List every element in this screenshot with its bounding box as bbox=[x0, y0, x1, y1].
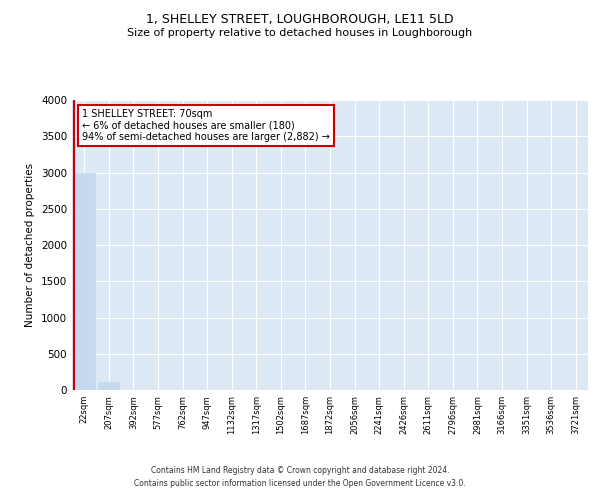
Bar bbox=[74, 172, 95, 390]
Text: Size of property relative to detached houses in Loughborough: Size of property relative to detached ho… bbox=[127, 28, 473, 38]
Text: 1, SHELLEY STREET, LOUGHBOROUGH, LE11 5LD: 1, SHELLEY STREET, LOUGHBOROUGH, LE11 5L… bbox=[146, 12, 454, 26]
Y-axis label: Number of detached properties: Number of detached properties bbox=[25, 163, 35, 327]
Text: Contains HM Land Registry data © Crown copyright and database right 2024.
Contai: Contains HM Land Registry data © Crown c… bbox=[134, 466, 466, 487]
Bar bbox=[98, 382, 119, 390]
Text: 1 SHELLEY STREET: 70sqm
← 6% of detached houses are smaller (180)
94% of semi-de: 1 SHELLEY STREET: 70sqm ← 6% of detached… bbox=[82, 108, 330, 142]
